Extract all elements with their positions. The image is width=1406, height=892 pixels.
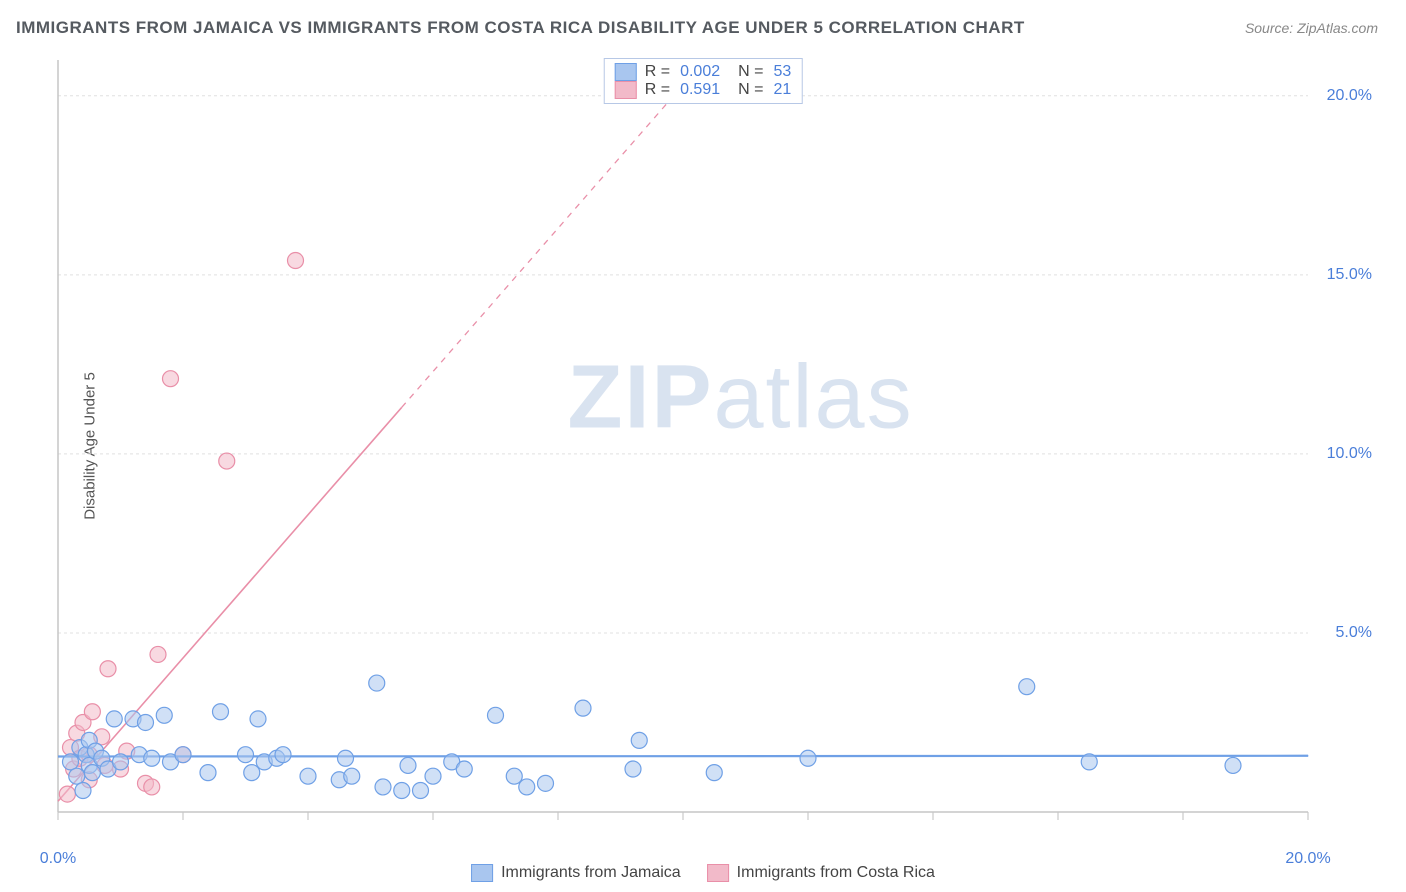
series-legend: Immigrants from Jamaica Immigrants from … <box>471 864 935 882</box>
series-legend-item: Immigrants from Costa Rica <box>707 864 935 882</box>
stat-r-label: R = <box>645 63 670 81</box>
y-tick-label: 20.0% <box>1327 87 1372 105</box>
source-label: Source: ZipAtlas.com <box>1245 20 1378 36</box>
y-tick-label: 10.0% <box>1327 445 1372 463</box>
x-tick-label: 0.0% <box>40 850 76 868</box>
plot-area: ZIPatlas <box>50 50 1378 842</box>
series-label: Immigrants from Jamaica <box>501 864 681 882</box>
stat-r-value: 0.002 <box>680 63 720 81</box>
series-label: Immigrants from Costa Rica <box>737 864 935 882</box>
stat-r-label: R = <box>645 81 670 99</box>
y-tick-label: 5.0% <box>1336 624 1372 642</box>
stat-n-value: 53 <box>773 63 791 81</box>
x-tick-label: 20.0% <box>1285 850 1330 868</box>
stat-n-label: N = <box>738 81 763 99</box>
stat-n-label: N = <box>738 63 763 81</box>
stat-r-value: 0.591 <box>680 81 720 99</box>
chart-title: IMMIGRANTS FROM JAMAICA VS IMMIGRANTS FR… <box>16 18 1025 38</box>
stat-n-value: 21 <box>773 81 791 99</box>
legend-swatch <box>615 63 637 81</box>
legend-swatch <box>615 81 637 99</box>
series-legend-item: Immigrants from Jamaica <box>471 864 681 882</box>
legend-swatch <box>471 864 493 882</box>
stats-row: R = 0.591 N = 21 <box>615 81 792 99</box>
y-tick-label: 15.0% <box>1327 266 1372 284</box>
legend-swatch <box>707 864 729 882</box>
stats-legend: R = 0.002 N = 53 R = 0.591 N = 21 <box>604 58 803 104</box>
stats-row: R = 0.002 N = 53 <box>615 63 792 81</box>
scatter-plot-svg <box>50 50 1378 842</box>
